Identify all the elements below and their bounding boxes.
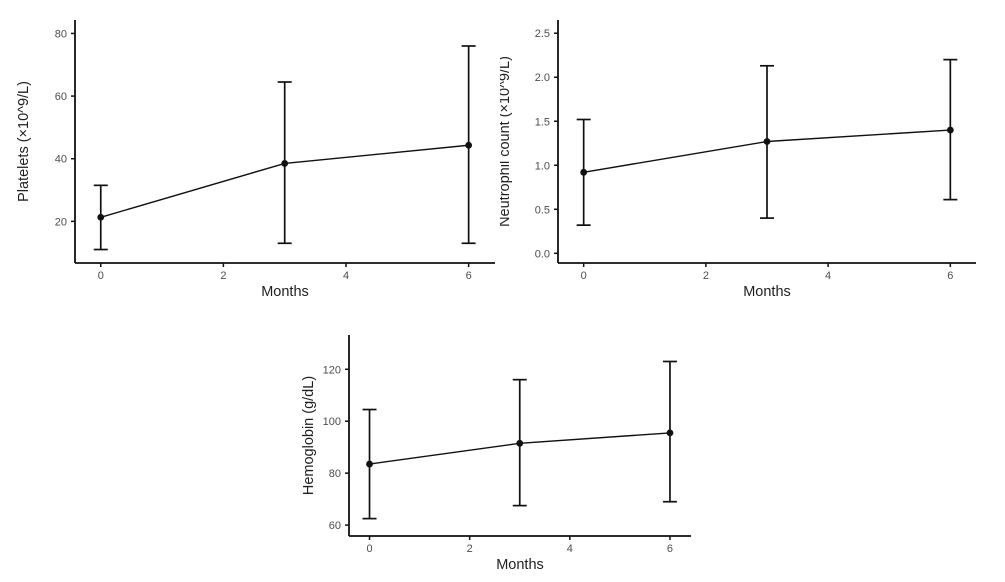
y-tick-label: 0.5 <box>535 204 550 216</box>
chart-platelets: 0 2 4 6 20 40 60 80 Months Platelets (×10^9/L) <box>0 0 502 307</box>
x-tick-label: 2 <box>467 543 473 555</box>
x-tick-label: 6 <box>667 543 673 555</box>
x-axis-title: Months <box>743 284 791 300</box>
y-tick-label: 20 <box>55 216 67 228</box>
x-tick-label: 4 <box>567 543 573 555</box>
x-tick-label: 0 <box>98 270 104 282</box>
y-tick-label: 60 <box>329 520 341 532</box>
data-point <box>465 141 473 149</box>
x-axis-title: Months <box>261 284 309 300</box>
data-point <box>580 168 588 176</box>
data-point <box>516 439 524 447</box>
x-tick-label: 0 <box>581 270 587 282</box>
y-tick-label: 2.0 <box>535 72 550 84</box>
y-tick-label: 1.0 <box>535 160 550 172</box>
y-tick-label: 120 <box>323 364 341 376</box>
y-tick-label: 0.0 <box>535 248 550 260</box>
data-point <box>946 126 954 134</box>
x-tick-label: 6 <box>947 270 953 282</box>
x-axis-title: Months <box>496 557 544 573</box>
x-tick-label: 6 <box>466 270 472 282</box>
x-tick-label: 2 <box>220 270 226 282</box>
y-tick-label: 100 <box>323 416 341 428</box>
data-point <box>97 213 105 221</box>
y-axis-title: Platelets (×10^9/L) <box>16 81 32 202</box>
y-tick-label: 40 <box>55 154 67 166</box>
y-tick-label: 60 <box>55 91 67 103</box>
y-axis-title: Hemoglobin (g/dL) <box>301 376 317 495</box>
data-point <box>666 429 674 437</box>
y-axis-title: Neutrophil count (×10^9/L) <box>500 56 513 227</box>
hemoglobin-plot: 0 2 4 6 60 80 100 120 Months Hemoglobin (g/dL) <box>301 335 691 573</box>
data-point <box>763 138 771 145</box>
data-point <box>281 160 289 167</box>
y-tick-label: 2.5 <box>535 28 550 40</box>
x-tick-label: 4 <box>343 270 349 282</box>
chart-neutrophil-count: 0 2 4 6 0.0 0.5 1.0 1.5 2.0 2.5 Months Neutrophil c… <box>500 0 1005 307</box>
x-tick-label: 4 <box>825 270 831 282</box>
x-tick-label: 2 <box>703 270 709 282</box>
y-tick-label: 1.5 <box>535 116 550 128</box>
x-tick-label: 0 <box>366 543 372 555</box>
data-point <box>366 460 373 468</box>
y-tick-label: 80 <box>329 468 341 480</box>
platelets-plot: 0 2 4 6 20 40 60 80 Months Platelets (×10^9/L) <box>16 20 495 300</box>
neutrophil_count-plot: 0 2 4 6 0.0 0.5 1.0 1.5 2.0 2.5 Months Neutrophil c… <box>500 20 976 300</box>
y-tick-label: 80 <box>55 28 67 40</box>
chart-hemoglobin: 0 2 4 6 60 80 100 120 Months Hemoglobin (g/dL) <box>276 307 728 579</box>
